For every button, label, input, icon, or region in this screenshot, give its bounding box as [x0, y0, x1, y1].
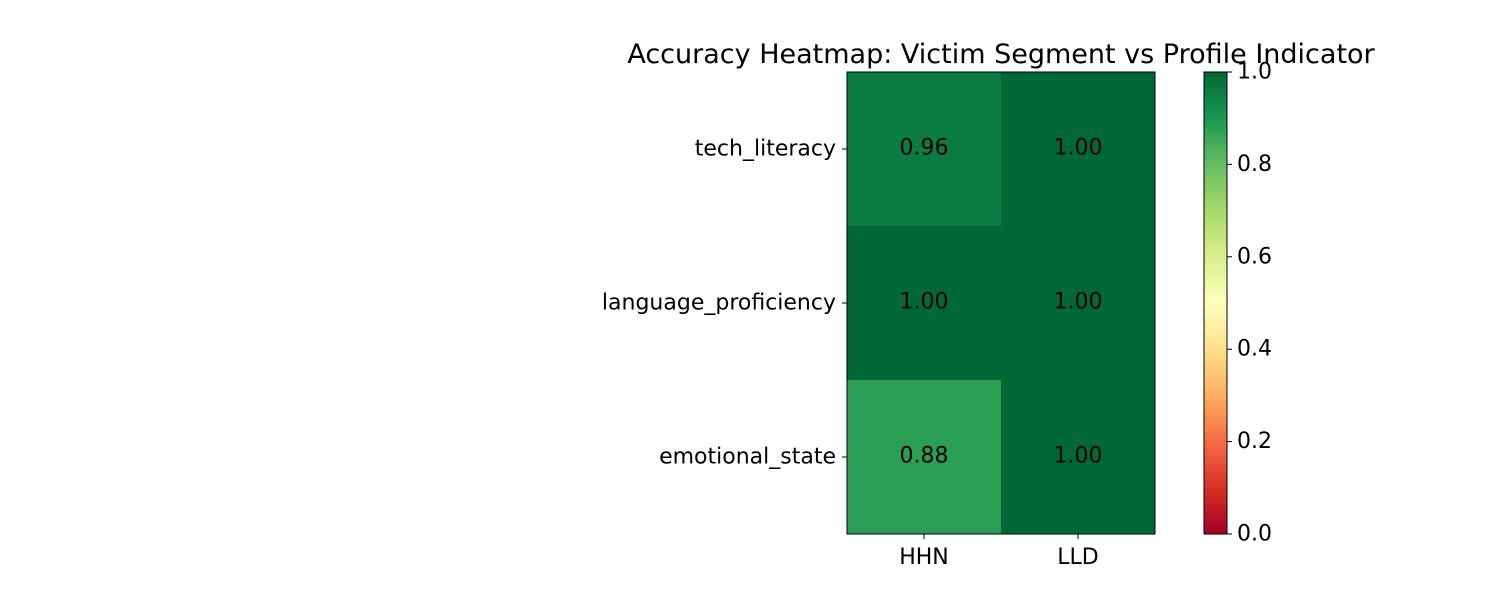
heatmap-cells [847, 72, 1156, 535]
cell-value-label: 0.96 [900, 136, 949, 161]
heatmap-cell [847, 72, 1002, 227]
colorbar-tick-label: 0.4 [1237, 337, 1272, 362]
y-tick-label: language_proficiency [602, 291, 836, 316]
colorbar: 0.0 0.2 0.4 0.6 0.8 1.0 [1203, 60, 1272, 547]
chart-title: Accuracy Heatmap: Victim Segment vs Prof… [627, 39, 1375, 70]
y-axis: tech_literacy language_proficiencyemotion… [602, 137, 847, 470]
heatmap-cell [1001, 72, 1156, 227]
colorbar-gradient [1203, 71, 1228, 535]
y-tick-label: emotional_state [659, 445, 836, 470]
colorbar-tick-label: 0.8 [1237, 152, 1272, 177]
cell-value-label: 1.00 [1054, 136, 1103, 161]
cell-value-label: 0.88 [900, 444, 949, 469]
x-axis: HHN LLD [899, 534, 1099, 570]
colorbar-tick-label: 0.6 [1237, 244, 1272, 269]
colorbar-tick-label: 0.0 [1237, 522, 1272, 547]
heatmap-cell [1001, 380, 1156, 535]
heatmap-cell [847, 380, 1002, 535]
heatmap-cell [1001, 226, 1156, 381]
colorbar-tick-label: 0.2 [1237, 429, 1272, 454]
heatmap-cell [847, 226, 1002, 381]
cell-value-label: 1.00 [900, 290, 949, 315]
y-tick-label: tech_literacy [695, 137, 836, 162]
x-tick-label: HHN [899, 545, 949, 570]
cell-value-label: 1.00 [1054, 290, 1103, 315]
colorbar-tick-label: 1.0 [1237, 60, 1272, 85]
x-tick-label: LLD [1057, 545, 1098, 570]
heatmap-cell-labels: 0.96 1.00 1.00 1.00 0.88 1.00 [900, 136, 1103, 469]
cell-value-label: 1.00 [1054, 444, 1103, 469]
